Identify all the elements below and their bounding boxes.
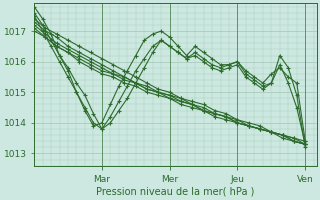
- X-axis label: Pression niveau de la mer( hPa ): Pression niveau de la mer( hPa ): [96, 187, 254, 197]
